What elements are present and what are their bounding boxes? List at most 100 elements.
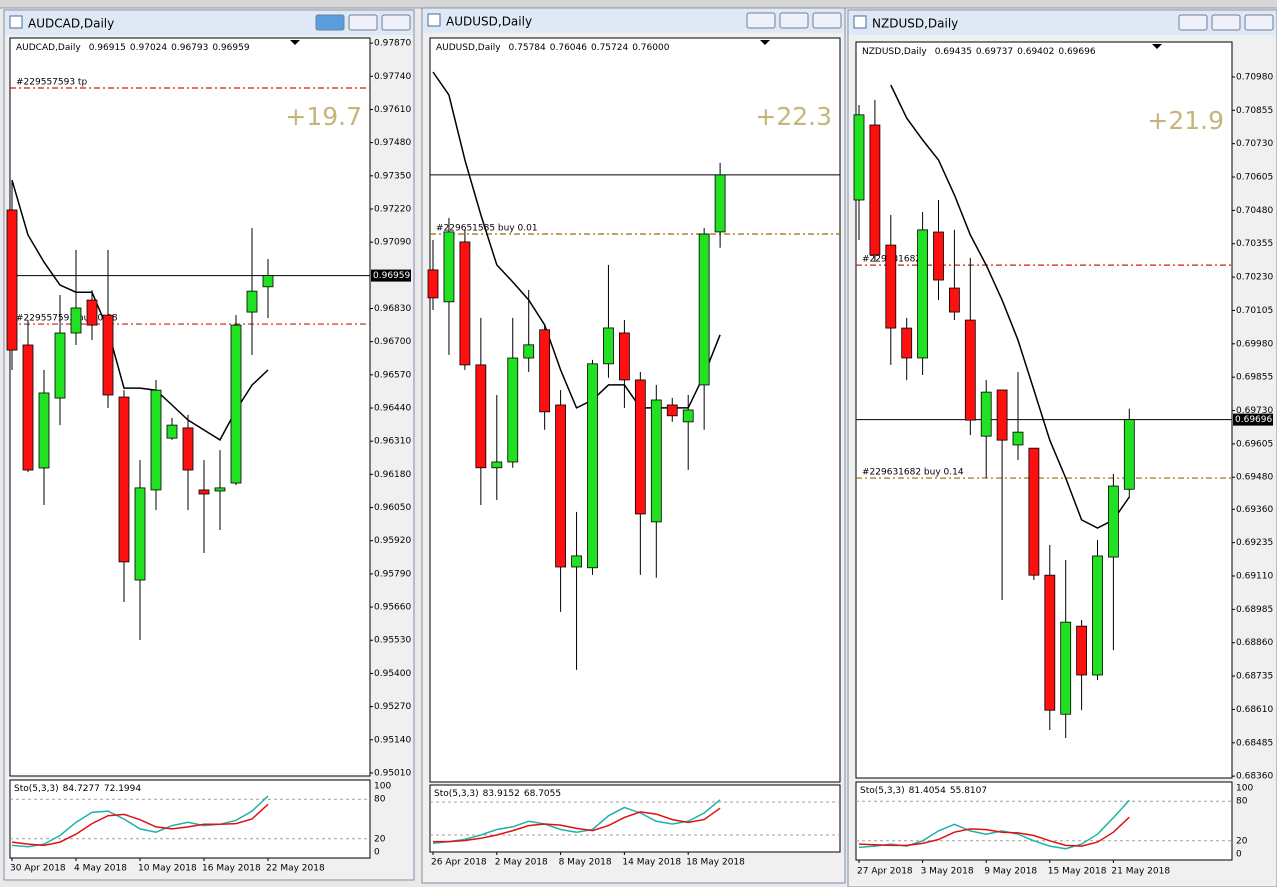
price-label: 0.97480	[374, 138, 411, 148]
price-label: 0.97870	[374, 39, 411, 49]
candle-body	[150, 389, 162, 491]
order-label: #229631682 buy 0.14	[862, 468, 964, 478]
date-label: 30 Apr 2018	[10, 864, 66, 874]
price-label: 0.95010	[374, 768, 411, 778]
date-label: 9 May 2018	[984, 867, 1037, 877]
stochastic-name: Sto(5,3,3)	[14, 784, 59, 794]
price-label: 0.69605	[1236, 439, 1273, 449]
info-value: 0.69402	[1017, 47, 1054, 57]
maximize-button[interactable]	[1211, 14, 1241, 31]
price-label: 0.69360	[1236, 505, 1273, 515]
date-label: 16 May 2018	[202, 864, 261, 874]
price-label: 0.97610	[374, 105, 411, 115]
stochastic-value: 83.9152	[483, 789, 520, 799]
plot-area	[9, 37, 371, 777]
price-label: 0.70855	[1236, 106, 1273, 116]
candle-body	[54, 332, 66, 399]
price-label: 0.97350	[374, 171, 411, 181]
maximize-button[interactable]	[779, 12, 809, 29]
candle-body	[70, 307, 82, 334]
moving-average	[890, 84, 1130, 529]
date-label: 3 May 2018	[921, 867, 974, 877]
date-label: 26 Apr 2018	[431, 858, 487, 868]
info-symbol: AUDCAD,Daily	[16, 43, 81, 53]
stochastic-label: Sto(5,3,3) 84.7277 72.1994	[14, 784, 141, 794]
candle-body	[1044, 574, 1056, 711]
price-label: 0.96440	[374, 404, 411, 414]
stochastic-value: 84.7277	[63, 784, 100, 794]
candle-body	[523, 344, 535, 359]
current-price-label: 0.96959	[373, 271, 410, 281]
candle-body	[869, 124, 881, 256]
stochastic-value: 55.8107	[950, 786, 987, 796]
candle-body	[1028, 447, 1040, 576]
candle-body	[714, 174, 726, 233]
profit-label: +21.9	[1147, 106, 1224, 135]
candle-body	[1060, 621, 1072, 715]
info-value: 0.75724	[591, 43, 628, 53]
candle-body	[949, 287, 960, 313]
candle-body	[587, 363, 598, 569]
close-button[interactable]	[1244, 14, 1274, 31]
plot-area	[855, 41, 1233, 779]
current-price-label: 0.69696	[1235, 415, 1272, 425]
price-label: 0.96570	[374, 370, 411, 380]
stochastic-label: Sto(5,3,3) 83.9152 68.7055	[434, 789, 561, 799]
candle-body	[650, 399, 662, 523]
candle-body	[38, 392, 50, 469]
info-line: NZDUSD,Daily 0.69435 0.69737 0.69402 0.69696	[862, 47, 1096, 57]
candle-body	[491, 461, 503, 469]
close-button[interactable]	[381, 14, 411, 31]
minimize-button[interactable]	[1178, 14, 1208, 31]
profit-label: +22.3	[755, 102, 832, 131]
date-label: 15 May 2018	[1048, 867, 1107, 877]
candle-body	[853, 114, 865, 201]
order-label: #229651585 buy 0.01	[436, 224, 538, 234]
minimize-button[interactable]	[746, 12, 776, 29]
price-label: 0.69235	[1236, 538, 1273, 548]
candle-body	[996, 389, 1008, 441]
stochastic-main	[432, 799, 721, 845]
stochastic-label: Sto(5,3,3) 81.4054 55.8107	[860, 786, 987, 796]
candle-body	[603, 327, 614, 365]
current-price-box	[1233, 413, 1273, 426]
moving-average	[11, 179, 269, 441]
price-label: 0.95270	[374, 702, 411, 712]
candle-body	[682, 409, 694, 423]
toolbar-strip	[0, 0, 1277, 8]
candle-body	[539, 329, 551, 413]
price-label: 0.70355	[1236, 239, 1273, 249]
price-label: 0.69730	[1236, 406, 1273, 416]
title-bar	[5, 11, 413, 35]
candle-body	[1108, 485, 1119, 558]
candle-body	[933, 231, 944, 281]
price-label: 0.68860	[1236, 638, 1273, 648]
candle-body	[555, 404, 566, 568]
window-title: AUDCAD,Daily	[28, 17, 114, 31]
price-label: 0.96310	[374, 437, 411, 447]
maximize-button[interactable]	[348, 14, 378, 31]
candle-body	[619, 332, 630, 381]
candle-body	[1123, 419, 1135, 490]
info-value: 0.96793	[171, 43, 208, 53]
window-icon	[853, 15, 867, 29]
candle-body	[214, 487, 226, 492]
price-label: 0.95400	[374, 669, 411, 679]
date-label: 2 May 2018	[495, 858, 548, 868]
stochastic-panel	[9, 779, 371, 859]
candle-body	[698, 233, 710, 386]
scroll-marker	[1152, 44, 1162, 49]
stochastic-tick-label: 80	[374, 795, 386, 805]
stochastic-panel	[429, 784, 841, 853]
price-label: 0.68735	[1236, 672, 1273, 682]
price-label: 0.70605	[1236, 173, 1273, 183]
price-label: 0.68360	[1236, 772, 1273, 782]
stochastic-tick-label: 0	[374, 848, 380, 858]
date-label: 21 May 2018	[1111, 867, 1170, 877]
close-button[interactable]	[812, 12, 842, 29]
info-symbol: AUDUSD,Daily	[436, 43, 501, 53]
info-line: AUDUSD,Daily 0.75784 0.76046 0.75724 0.76000	[436, 43, 670, 53]
stochastic-value: 68.7055	[524, 789, 561, 799]
minimize-button[interactable]	[315, 14, 345, 31]
info-value: 0.75784	[509, 43, 546, 53]
